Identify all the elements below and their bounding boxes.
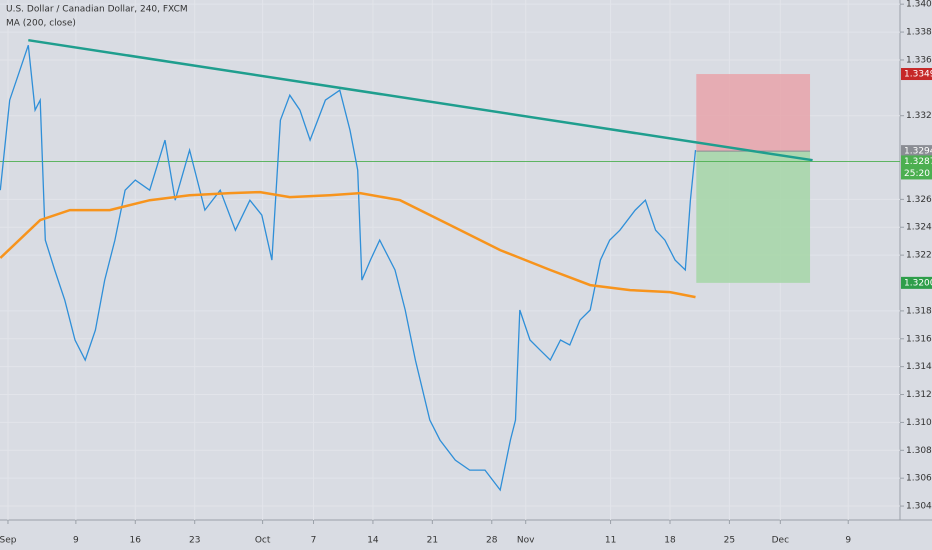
stop-zone — [696, 74, 811, 152]
plot — [0, 38, 900, 492]
x-tick-label: 7 — [311, 536, 317, 546]
y-tick-label: 1.30600 — [906, 474, 932, 484]
price-label: 1.32946 — [904, 147, 932, 157]
price-label: 1.33499 — [904, 70, 932, 80]
y-tick-label: 1.30400 — [906, 502, 932, 512]
price-line — [0, 44, 697, 492]
price-label-box — [901, 276, 932, 289]
x-tick-label: 9 — [845, 536, 851, 546]
chart-title: U.S. Dollar / Canadian Dollar, 240, FXCM — [6, 5, 188, 15]
y-tick-label: 1.34000 — [906, 0, 932, 10]
x-tick-label: 11 — [605, 536, 616, 546]
x-tick-label: 16 — [130, 536, 142, 546]
y-tick-label: 1.33200 — [906, 111, 932, 121]
indicator-label: MA (200, close) — [6, 19, 76, 29]
price-label: 1.32001 — [904, 278, 932, 288]
x-tick-label: Dec — [772, 536, 789, 546]
x-tick-label: 25 — [724, 536, 735, 546]
price-label-box — [901, 68, 932, 81]
x-tick-label: Nov — [517, 536, 535, 546]
x-tick-label: Sep — [0, 536, 17, 546]
y-tick-label: 1.32600 — [906, 195, 932, 205]
current-price-label: 1.32872 — [904, 157, 932, 167]
countdown: 25:20 — [904, 169, 930, 179]
target-zone — [696, 151, 811, 283]
y-tick-label: 1.32400 — [906, 223, 932, 233]
y-tick-label: 1.31800 — [906, 306, 932, 316]
y-tick-label: 1.33800 — [906, 28, 932, 38]
x-tick-label: 14 — [367, 536, 379, 546]
y-tick-label: 1.30800 — [906, 446, 932, 456]
price-line — [0, 190, 696, 299]
y-tick-label: 1.31200 — [906, 390, 932, 400]
y-tick-label: 1.32200 — [906, 251, 932, 261]
y-tick-label: 1.31000 — [906, 418, 932, 428]
y-tick-label: 1.31600 — [906, 334, 932, 344]
y-tick-label: 1.33600 — [906, 55, 932, 65]
current-price-box — [901, 155, 932, 180]
x-tick-label: 28 — [486, 536, 498, 546]
trendline — [28, 38, 813, 162]
x-tick-label: 21 — [427, 536, 438, 546]
x-tick-label: Oct — [255, 536, 271, 546]
price-label-box — [901, 145, 932, 158]
x-tick-label: 23 — [189, 536, 200, 546]
x-tick-label: 9 — [73, 536, 79, 546]
y-tick-label: 1.31400 — [906, 362, 932, 372]
x-tick-label: 18 — [664, 536, 676, 546]
